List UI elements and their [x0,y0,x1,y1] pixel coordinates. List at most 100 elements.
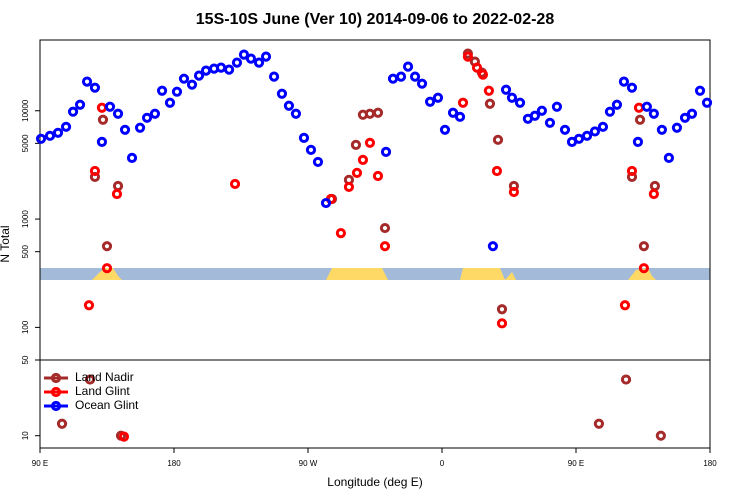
y-tick-label: 1000 [21,210,30,228]
legend-swatch [50,386,62,398]
point [620,374,632,385]
point [477,69,489,80]
point [134,122,146,133]
point [380,146,392,157]
land-band [92,268,122,280]
x-tick-label: 90 W [299,459,318,468]
point [112,108,124,119]
point [112,180,124,192]
point [641,101,652,112]
legend-label: Land Nadir [75,370,134,384]
y-tick-label: 10 [21,431,30,440]
point [193,70,205,81]
point [402,61,414,72]
point [701,97,713,108]
point [156,85,168,96]
point [648,108,659,119]
point [320,197,332,209]
point [268,71,280,82]
x-tick-label: 180 [167,459,181,468]
point [492,134,504,145]
point [238,49,250,60]
point [52,127,64,138]
point [119,124,131,135]
x-tick-label: 0 [440,459,445,468]
point [447,107,459,118]
point [44,130,56,141]
legend-label: Ocean Glint [75,398,139,412]
point [409,71,421,82]
point [508,186,520,198]
point [67,106,79,117]
point [84,374,96,385]
point [229,178,241,190]
point [462,51,474,62]
point [298,132,310,143]
point [611,99,623,110]
point [671,122,683,133]
point [118,431,130,442]
point [416,78,428,89]
land-mask [40,268,710,280]
point [638,263,649,274]
point [379,241,391,252]
point [104,101,116,112]
point [372,170,384,182]
point [97,114,109,125]
y-tick-label: 5000 [21,134,30,152]
point [618,76,630,87]
point [484,98,496,109]
point [351,167,363,178]
point [559,124,571,135]
point [655,430,666,441]
point [686,108,698,119]
point [679,112,691,123]
point [357,154,369,165]
point [633,102,645,113]
point [536,105,548,116]
point [171,86,183,97]
point [496,318,508,329]
point [83,300,95,311]
point [573,133,585,144]
point [74,99,86,110]
point [395,71,407,82]
point [581,130,593,141]
point [649,180,661,192]
x-tick-label: 90 E [568,459,584,468]
point [439,124,451,135]
point [126,152,138,164]
point [149,108,161,119]
point [96,136,108,147]
point [101,241,113,252]
y-tick-label: 100 [21,320,30,334]
y-tick-label: 50 [21,355,30,364]
point [471,62,483,73]
point [290,108,302,119]
point [500,84,512,95]
point [496,304,508,315]
point [111,188,123,200]
point [619,300,631,311]
point [260,51,272,62]
chart-title: 15S-10S June (Ver 10) 2014-09-06 to 2022… [196,11,555,28]
point [223,64,235,75]
point [81,76,93,87]
y-tick-label: 500 [21,244,30,258]
point [96,102,108,113]
point [604,106,616,117]
point [312,156,324,168]
point [487,241,499,252]
point [454,111,466,122]
point [364,108,376,119]
land-band [628,268,656,280]
point [89,82,101,93]
point [186,79,198,90]
legend-label: Land Glint [75,384,130,398]
point [632,136,644,147]
point [491,165,503,177]
point [529,110,541,121]
point [101,263,113,274]
legend-swatch [50,372,62,384]
